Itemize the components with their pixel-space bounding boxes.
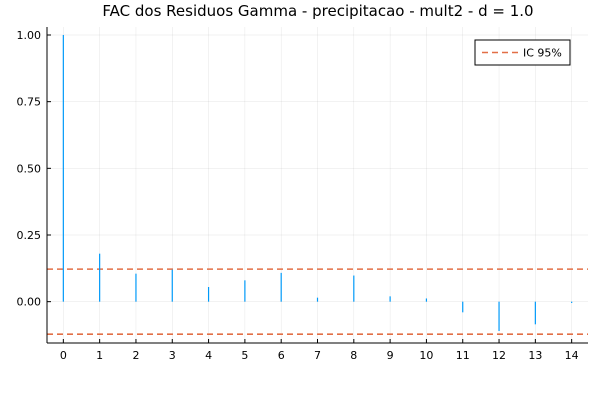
x-tick-label: 14 xyxy=(565,349,579,362)
x-tick-label: 9 xyxy=(387,349,394,362)
y-tick-label: 1.00 xyxy=(17,29,42,42)
grid xyxy=(47,27,588,343)
x-tick-label: 2 xyxy=(132,349,139,362)
x-tick-label: 13 xyxy=(528,349,542,362)
x-tick-label: 6 xyxy=(278,349,285,362)
axes: 0 1 2 3 4 5 6 7 8 9 10 11 12 13 140.000.250.500.751.00 xyxy=(17,27,588,362)
x-tick-label: 12 xyxy=(492,349,506,362)
y-tick-label: 0.50 xyxy=(17,162,42,175)
x-tick-label: 10 xyxy=(419,349,433,362)
x-tick-label: 11 xyxy=(456,349,470,362)
y-tick-label: 0.00 xyxy=(17,296,42,309)
acf-bars xyxy=(62,35,573,331)
x-tick-label: 7 xyxy=(314,349,321,362)
y-tick-label: 0.75 xyxy=(17,96,42,109)
legend-box xyxy=(474,39,571,66)
x-tick-label: 3 xyxy=(169,349,176,362)
legend-ci-label: IC 95% xyxy=(523,47,562,60)
legend: IC 95% xyxy=(474,39,571,66)
x-tick-label: 4 xyxy=(205,349,212,362)
x-tick-label: 1 xyxy=(96,349,103,362)
chart-title: FAC dos Residuos Gamma - precipitacao - … xyxy=(102,2,533,20)
y-tick-label: 0.25 xyxy=(17,229,42,242)
confidence-interval-lines xyxy=(47,268,588,336)
x-tick-label: 0 xyxy=(60,349,67,362)
x-tick-label: 8 xyxy=(350,349,357,362)
x-tick-label: 5 xyxy=(241,349,248,362)
